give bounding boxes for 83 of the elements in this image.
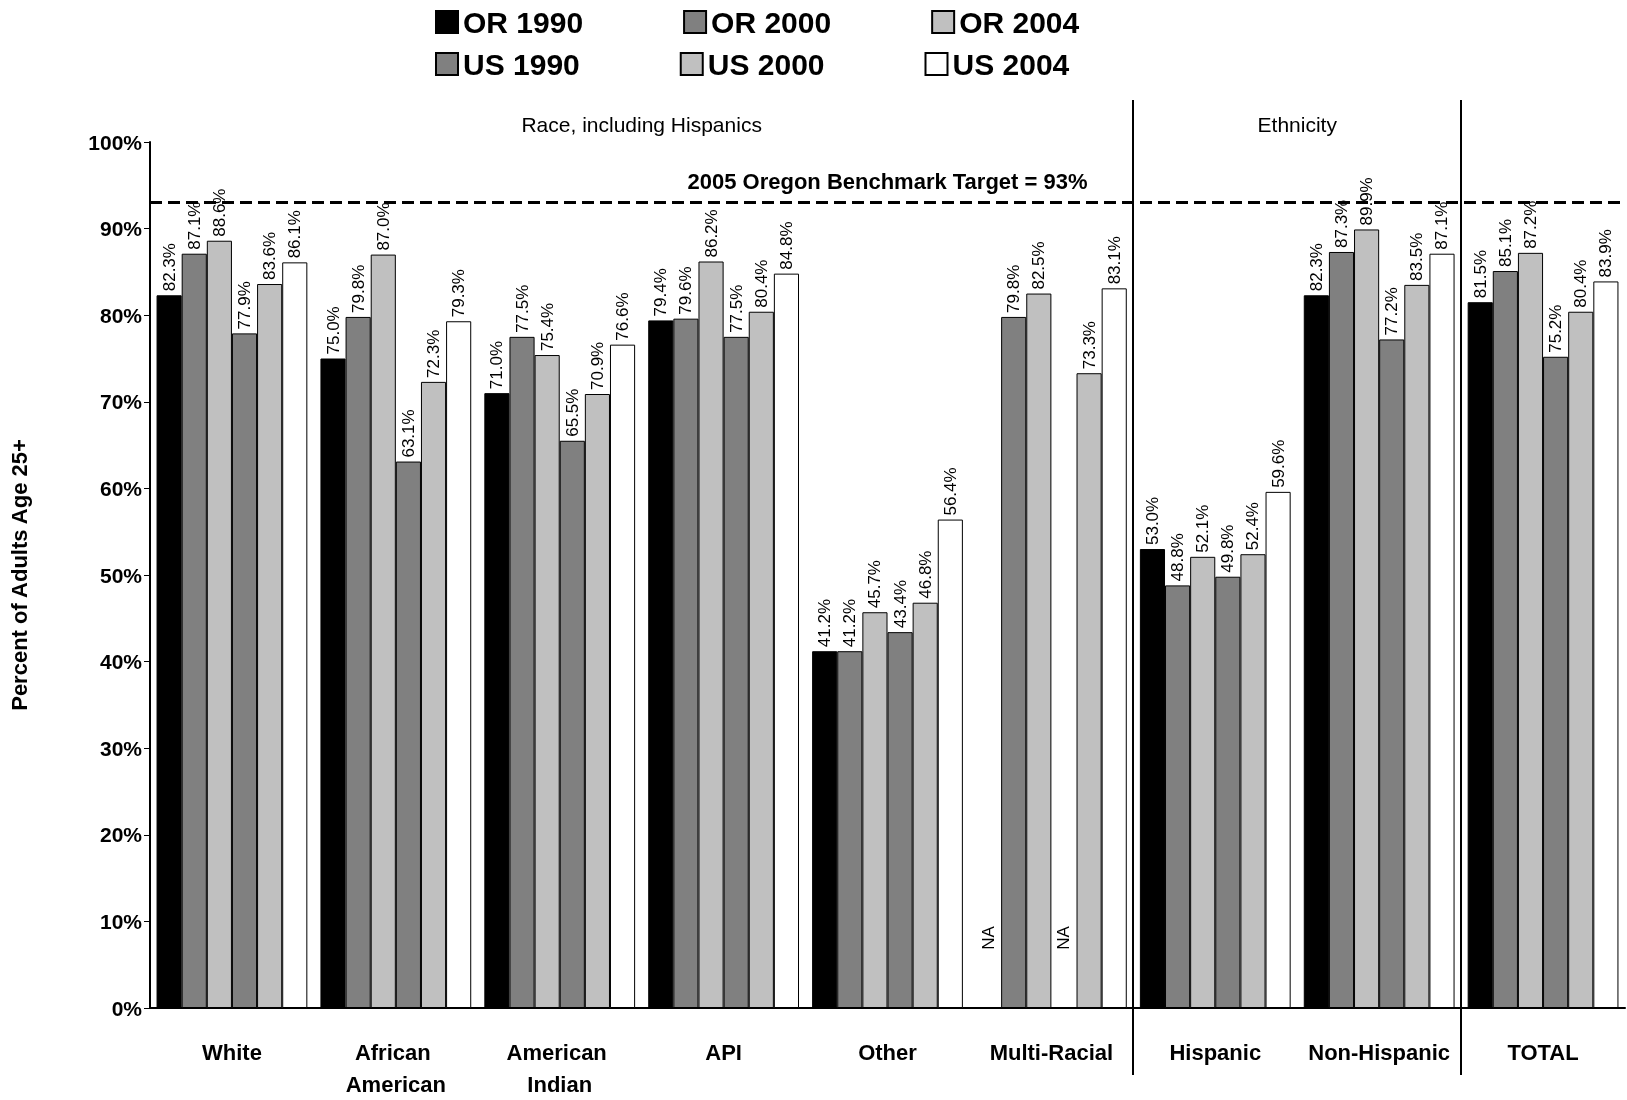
- data-label: 59.6%: [1268, 439, 1288, 488]
- y-tick-label: 20%: [99, 823, 143, 847]
- y-tick-label: 0%: [111, 996, 143, 1020]
- data-label: 79.8%: [1004, 264, 1024, 313]
- data-label: 87.1%: [184, 201, 204, 250]
- y-tick-label: 90%: [99, 217, 143, 241]
- data-label: 43.4%: [890, 579, 910, 629]
- x-tick-label: White: [202, 1039, 262, 1065]
- y-tick-label: 70%: [99, 390, 143, 414]
- data-label: 49.8%: [1218, 524, 1238, 573]
- data-label: 79.3%: [449, 269, 469, 318]
- data-label: 83.6%: [260, 231, 280, 281]
- legend-label: US 1990: [463, 47, 580, 81]
- data-label: 65.5%: [562, 388, 582, 437]
- data-label: 46.8%: [915, 550, 935, 599]
- x-tick-label: Other: [858, 1039, 918, 1065]
- y-tick-label: 40%: [99, 650, 143, 674]
- y-tick-label: 100%: [88, 130, 143, 154]
- data-label: 56.4%: [940, 467, 960, 516]
- data-label: 45.7%: [865, 560, 885, 609]
- data-label: 70.9%: [587, 341, 607, 391]
- data-label: 41.2%: [840, 599, 860, 648]
- x-tick-label: TOTAL: [1507, 1039, 1579, 1065]
- y-tick-label: 60%: [99, 476, 143, 500]
- text: Ethnicity: [1257, 112, 1338, 136]
- data-label: 72.3%: [424, 329, 444, 378]
- data-label: 86.1%: [285, 210, 305, 259]
- data-label: 77.5%: [726, 284, 746, 333]
- data-label: 52.1%: [1193, 504, 1213, 553]
- data-label: 82.3%: [1306, 243, 1326, 292]
- legend-label: OR 2004: [959, 5, 1080, 39]
- x-tick-label: API: [705, 1039, 742, 1065]
- data-label: 79.4%: [651, 268, 671, 317]
- data-label: 87.2%: [1520, 200, 1540, 249]
- data-label: 71.0%: [487, 340, 507, 390]
- data-label: 80.4%: [751, 259, 771, 308]
- text: NA: [1054, 926, 1074, 950]
- data-label: 82.5%: [1029, 241, 1049, 290]
- legend-label: US 2004: [952, 47, 1070, 81]
- data-label: 88.6%: [209, 188, 229, 237]
- y-tick-label: 80%: [99, 303, 143, 327]
- data-label: 85.1%: [1495, 218, 1515, 268]
- text: NA: [979, 926, 999, 950]
- data-label: 48.8%: [1168, 533, 1188, 582]
- data-label: 82.3%: [159, 243, 179, 292]
- data-label: 52.4%: [1243, 502, 1263, 551]
- data-label: 83.5%: [1407, 232, 1427, 281]
- legend-label: US 2000: [707, 47, 825, 81]
- data-label: 75.0%: [323, 306, 343, 355]
- data-label: 73.3%: [1079, 321, 1099, 370]
- y-tick-label: 10%: [99, 909, 143, 933]
- data-label: 89.9%: [1357, 177, 1377, 226]
- data-label: 83.9%: [1596, 229, 1616, 278]
- data-label: 77.9%: [235, 281, 255, 330]
- data-label: 81.5%: [1470, 250, 1490, 299]
- x-tick-label: African American: [345, 1039, 446, 1097]
- data-label: 79.6%: [676, 266, 696, 315]
- data-label: 87.1%: [1432, 201, 1452, 250]
- data-label: 63.1%: [398, 409, 418, 458]
- data-label: 84.8%: [776, 221, 796, 270]
- legend-label: OR 1990: [463, 5, 584, 39]
- ref-line-label: 2005 Oregon Benchmark Target = 93%: [687, 169, 1088, 195]
- data-label: 87.0%: [373, 202, 393, 251]
- data-label: 77.5%: [512, 284, 532, 333]
- x-tick-label: American Indian: [506, 1039, 613, 1097]
- data-label: 80.4%: [1571, 259, 1591, 308]
- x-tick-label: Hispanic: [1169, 1039, 1262, 1065]
- data-label: 53.0%: [1142, 496, 1162, 546]
- legend-label: OR 2000: [711, 5, 832, 39]
- y-tick-label: 50%: [99, 563, 143, 587]
- data-label: 76.6%: [613, 292, 633, 341]
- data-label: 41.2%: [815, 599, 835, 648]
- text: Race, including Hispanics: [521, 112, 762, 136]
- data-label: 86.2%: [701, 209, 721, 258]
- data-label: 75.2%: [1546, 304, 1566, 353]
- y-tick-label: 30%: [99, 736, 143, 760]
- y-axis-title: Percent of Adults Age 25+: [6, 439, 32, 711]
- x-tick-label: Multi-Racial: [989, 1039, 1114, 1065]
- data-label: 77.2%: [1382, 287, 1402, 336]
- x-tick-label: Non-Hispanic: [1308, 1039, 1451, 1065]
- data-label: 75.4%: [537, 302, 557, 352]
- data-label: 83.1%: [1104, 236, 1124, 285]
- data-label: 79.8%: [348, 264, 368, 313]
